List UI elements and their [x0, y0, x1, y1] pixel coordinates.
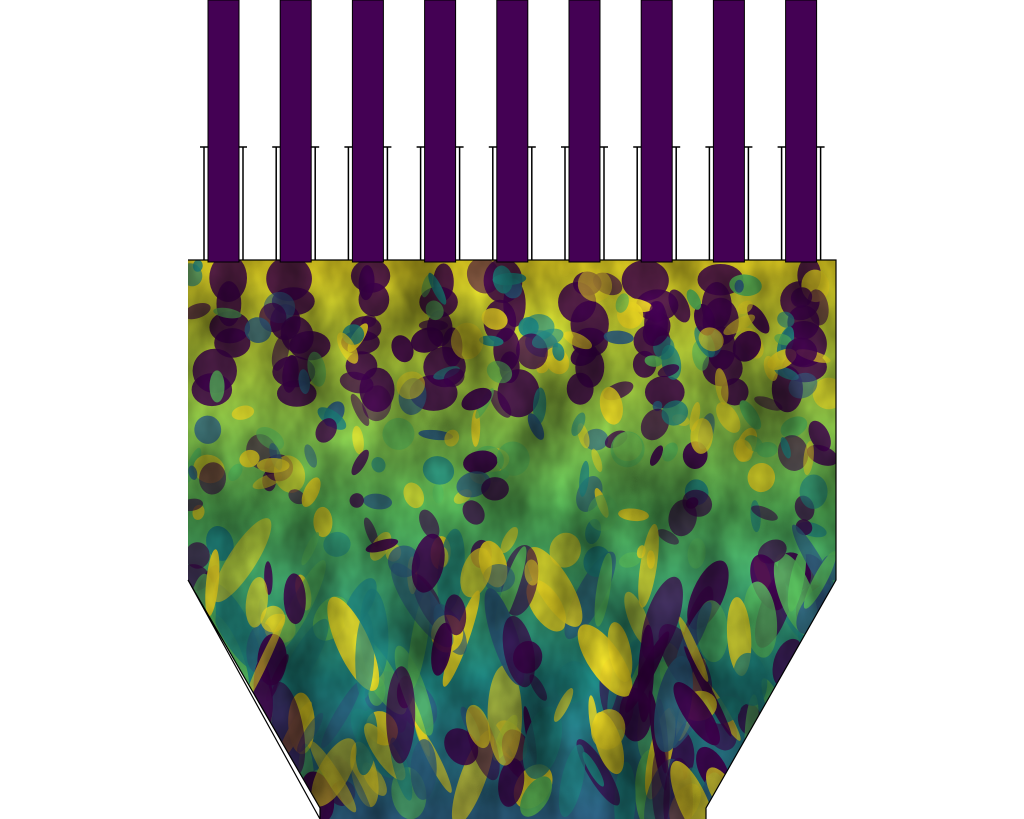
inlet-jet [207, 0, 240, 263]
eddy [223, 774, 259, 819]
chamber-field [188, 260, 836, 819]
inlet-jet [351, 0, 384, 263]
eddy [751, 731, 789, 793]
eddy [757, 763, 782, 810]
eddy [205, 649, 221, 723]
eddy [255, 770, 279, 809]
inlet-jet [424, 0, 457, 263]
inlet-jet [496, 0, 529, 263]
eddy [770, 717, 804, 779]
eddy [806, 685, 836, 714]
eddy [829, 627, 836, 669]
eddy [806, 667, 836, 730]
eddy [229, 759, 250, 788]
eddy [805, 705, 829, 792]
turbulence-overlay [188, 260, 836, 819]
eddy [788, 665, 827, 738]
eddy [199, 728, 235, 765]
eddy [790, 663, 825, 700]
eddy [777, 673, 805, 756]
eddy [811, 748, 823, 791]
inlet-jet [640, 0, 673, 263]
eddy [206, 689, 239, 767]
eddy [196, 777, 225, 819]
inlet-jet [712, 0, 745, 263]
inlet-jet [785, 0, 818, 263]
eddy [254, 757, 286, 819]
eddy [190, 664, 222, 710]
chamber-outline [187, 259, 837, 819]
inlet-array [200, 0, 825, 263]
inlet-jet [568, 0, 601, 263]
eddy [188, 781, 210, 819]
inlet-jet [279, 0, 312, 263]
eddy [202, 759, 243, 814]
eddy [188, 760, 216, 796]
